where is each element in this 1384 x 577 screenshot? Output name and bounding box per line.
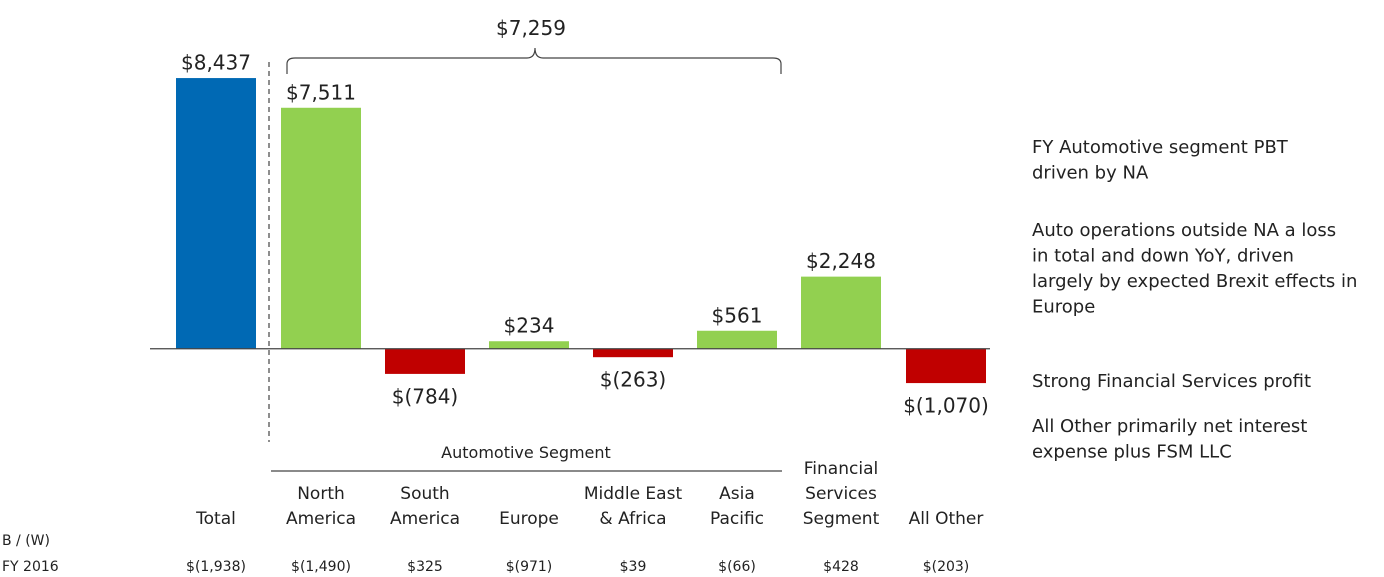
comparison-value: $(1,938) (186, 559, 246, 575)
x-tick-label: North (297, 484, 345, 504)
bar (281, 107, 361, 349)
x-tick-label: Europe (499, 509, 559, 529)
x-tick-label: America (390, 509, 460, 529)
value-label: $8,437 (181, 51, 251, 75)
note: Strong Financial Services profit (1032, 371, 1311, 392)
note: FY Automotive segment PBT (1032, 137, 1289, 158)
value-label: $(263) (600, 368, 667, 392)
value-label: $561 (712, 303, 763, 327)
bar (489, 341, 569, 349)
comparison-label: FY 2016 (2, 559, 59, 575)
x-tick-label: Services (805, 484, 877, 504)
x-tick-label: All Other (909, 509, 984, 529)
x-tick-label: & Africa (599, 509, 666, 529)
comparison-value: $325 (407, 559, 443, 575)
bar (906, 348, 986, 384)
group-label: Automotive Segment (441, 443, 611, 462)
bar (593, 348, 673, 358)
x-tick-label: Asia (719, 484, 755, 504)
value-label: $7,511 (286, 80, 356, 104)
comparison-value: $(971) (506, 559, 553, 575)
comparison-value: $(1,490) (291, 559, 351, 575)
comparison-label: B / (W) (2, 533, 50, 549)
bracket-label: $7,259 (496, 16, 566, 40)
x-tick-label: Total (195, 509, 236, 529)
bar (176, 78, 256, 349)
bar (801, 276, 881, 349)
comparison-value: $(203) (923, 559, 970, 575)
comparison-value: $39 (620, 559, 647, 575)
bar (697, 330, 777, 349)
bar (385, 348, 465, 374)
note: driven by NA (1032, 163, 1149, 184)
note: in total and down YoY, driven (1032, 246, 1294, 267)
x-tick-label: Financial (804, 459, 878, 479)
note: expense plus FSM LLC (1032, 442, 1232, 463)
note: Auto operations outside NA a loss (1032, 220, 1336, 241)
value-label: $234 (504, 314, 555, 338)
x-tick-label: South (400, 484, 449, 504)
x-tick-label: Middle East (584, 484, 683, 504)
x-tick-label: America (286, 509, 356, 529)
note: All Other primarily net interest (1032, 416, 1307, 437)
x-tick-label: Segment (803, 509, 880, 529)
note: largely by expected Brexit effects in (1032, 271, 1357, 292)
value-label: $(1,070) (903, 394, 989, 418)
value-label: $(784) (392, 384, 459, 408)
note: Europe (1032, 297, 1095, 318)
comparison-value: $428 (823, 559, 859, 575)
bracket (286, 47, 782, 74)
value-label: $2,248 (806, 249, 876, 273)
x-tick-label: Pacific (710, 509, 764, 529)
comparison-value: $(66) (718, 559, 756, 575)
